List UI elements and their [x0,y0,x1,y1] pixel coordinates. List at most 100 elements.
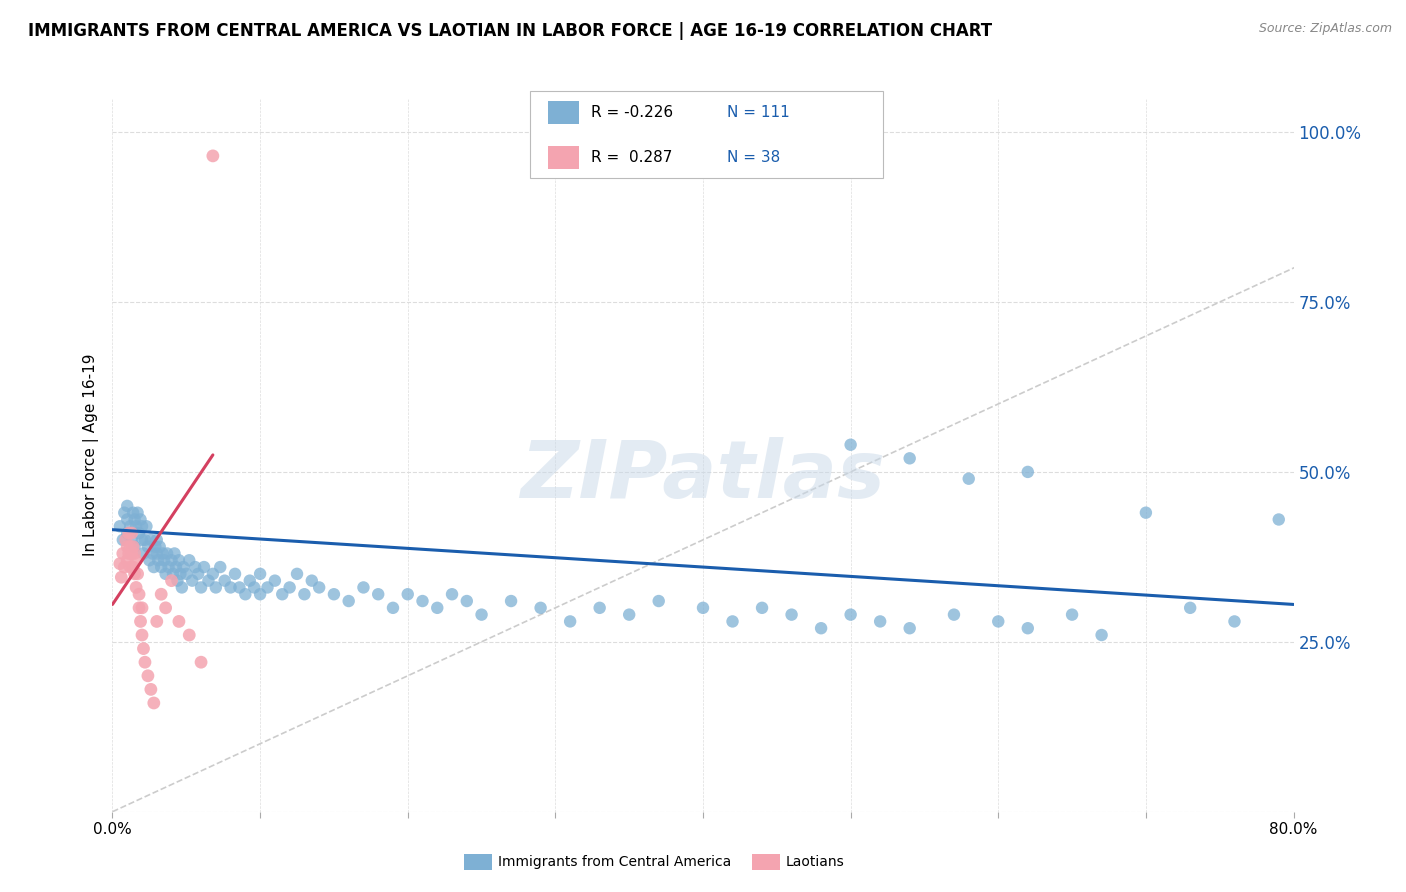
Point [117,499,138,513]
Point [187,566,209,581]
Point [285,566,308,581]
Point [155,566,177,581]
Point [201,566,224,581]
Point [125,519,148,533]
Point [184,560,207,574]
Point [134,533,156,547]
Point [193,560,215,574]
Point [181,574,204,588]
Point [1062,607,1084,622]
Point [1091,628,1114,642]
Point [337,594,360,608]
Point [367,587,389,601]
Point [122,560,145,574]
Point [1268,512,1291,526]
Point [117,553,138,567]
Point [132,546,155,560]
Point [146,615,169,629]
Point [150,560,173,574]
Point [128,526,150,541]
Point [987,615,1010,629]
Point [131,600,153,615]
Point [411,594,433,608]
Point [292,587,315,601]
Point [898,451,921,466]
Point [619,607,641,622]
Point [501,594,523,608]
Text: Immigrants from Central America: Immigrants from Central America [498,855,731,869]
Point [121,533,143,547]
Point [957,472,980,486]
Point [209,560,232,574]
Point [301,574,323,588]
Point [839,607,862,622]
Point [167,553,190,567]
Point [162,566,184,581]
Point [146,533,169,547]
Point [174,566,197,581]
Point [160,574,183,588]
Point [155,600,177,615]
Point [124,546,146,560]
Point [201,149,224,163]
Point [228,581,250,595]
Point [169,566,191,581]
Point [122,540,145,554]
Point [243,581,266,595]
Point [128,587,150,601]
Point [152,546,174,560]
Point [721,615,744,629]
Point [118,546,141,560]
Point [120,519,142,533]
Point [146,546,169,560]
Point [129,512,152,526]
Point [139,682,162,697]
Point [125,553,148,567]
Point [148,553,170,567]
Point [112,560,135,574]
Point [780,607,803,622]
Point [117,526,138,541]
Point [179,553,201,567]
Point [869,615,891,629]
Point [129,615,152,629]
Point [117,540,138,554]
Point [588,600,610,615]
Point [190,581,212,595]
Point [142,560,165,574]
Point [136,669,159,683]
Point [308,581,330,595]
Point [134,655,156,669]
Point [124,566,146,581]
Point [124,540,146,554]
Point [219,581,242,595]
Point [456,594,478,608]
Point [131,519,153,533]
Point [125,581,148,595]
Point [1135,506,1157,520]
Point [352,581,374,595]
Point [751,600,773,615]
Point [692,600,714,615]
Point [120,540,142,554]
Point [141,546,163,560]
Text: Laotians: Laotians [786,855,845,869]
Text: IMMIGRANTS FROM CENTRAL AMERICA VS LAOTIAN IN LABOR FORCE | AGE 16-19 CORRELATIO: IMMIGRANTS FROM CENTRAL AMERICA VS LAOTI… [28,22,993,40]
Point [160,553,183,567]
Point [396,587,419,601]
Point [1223,615,1246,629]
Point [124,512,146,526]
Point [128,600,150,615]
Point [558,615,582,629]
Point [249,587,271,601]
Point [157,560,180,574]
Text: Source: ZipAtlas.com: Source: ZipAtlas.com [1258,22,1392,36]
Point [127,506,149,520]
Point [942,607,965,622]
Text: N = 111: N = 111 [727,104,790,120]
Y-axis label: In Labor Force | Age 16-19: In Labor Force | Age 16-19 [83,353,100,557]
Point [441,587,464,601]
Point [149,540,172,554]
Point [150,587,173,601]
Point [426,600,449,615]
